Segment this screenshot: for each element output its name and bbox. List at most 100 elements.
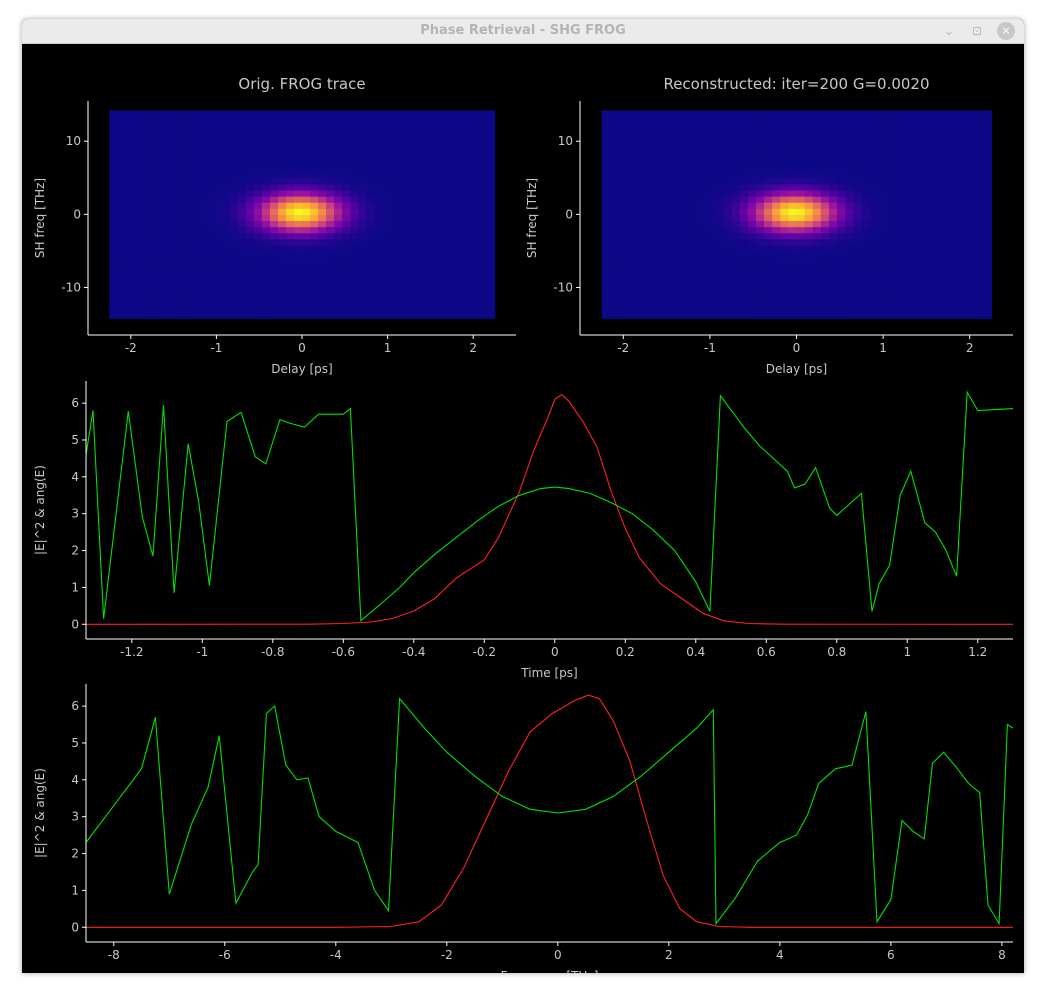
heatmap-cell bbox=[157, 250, 167, 258]
heatmap-cell bbox=[157, 281, 167, 289]
heatmap-cell bbox=[133, 293, 143, 301]
heatmap-cell bbox=[293, 122, 303, 130]
heatmap-cell bbox=[342, 189, 351, 197]
heatmap-cell bbox=[205, 159, 215, 167]
heatmap-cell bbox=[277, 134, 287, 142]
heatmap-cell bbox=[486, 177, 496, 185]
heatmap-cell bbox=[950, 159, 960, 167]
heatmap-cell bbox=[617, 183, 627, 191]
heatmap-cell bbox=[820, 196, 830, 203]
heatmap-cell bbox=[796, 183, 806, 191]
heatmap-cell bbox=[772, 141, 781, 148]
heatmap-cell bbox=[828, 110, 838, 118]
heatmap-cell bbox=[853, 177, 863, 185]
y-tick-label: 6 bbox=[71, 396, 79, 410]
heatmap-cell bbox=[755, 269, 765, 277]
heatmap-cell bbox=[983, 257, 992, 264]
maximize-icon[interactable]: ⊡ bbox=[971, 24, 983, 38]
heatmap-cell bbox=[658, 293, 668, 301]
heatmap-cell bbox=[454, 153, 464, 160]
heatmap-cell bbox=[707, 159, 716, 167]
heatmap-cell bbox=[334, 244, 343, 252]
heatmap-cell bbox=[642, 128, 651, 136]
heatmap-cell bbox=[983, 122, 992, 130]
heatmap-cell bbox=[934, 128, 944, 136]
heatmap-cell bbox=[414, 196, 423, 203]
heatmap-cell bbox=[812, 189, 822, 197]
heatmap-cell bbox=[682, 177, 692, 185]
heatmap-cell bbox=[658, 202, 668, 209]
heatmap-cell bbox=[902, 153, 911, 160]
heatmap-cell bbox=[601, 141, 611, 148]
heatmap-cell bbox=[658, 263, 668, 270]
heatmap-cell bbox=[358, 183, 367, 191]
heatmap-cell bbox=[430, 177, 440, 185]
heatmap-cell bbox=[820, 220, 830, 228]
heatmap-cell bbox=[438, 128, 448, 136]
heatmap-cell bbox=[796, 202, 806, 209]
heatmap-cell bbox=[117, 202, 127, 209]
heatmap-cell bbox=[975, 153, 984, 160]
heatmap-cell bbox=[438, 202, 448, 209]
heatmap-cell bbox=[382, 281, 391, 289]
heatmap-cell bbox=[462, 226, 472, 234]
heatmap-cell bbox=[173, 128, 183, 136]
heatmap-cell bbox=[141, 202, 151, 209]
heatmap-cell bbox=[414, 141, 423, 148]
heatmap-cell bbox=[820, 299, 830, 307]
heatmap-cell bbox=[310, 287, 319, 295]
heatmap-cell bbox=[739, 183, 749, 191]
heatmap-cell bbox=[422, 293, 431, 301]
heatmap-cell bbox=[601, 232, 611, 240]
heatmap-cell bbox=[690, 312, 700, 319]
heatmap-cell bbox=[342, 122, 351, 130]
heatmap-cell bbox=[707, 238, 716, 246]
heatmap-cell bbox=[342, 269, 351, 277]
heatmap-cell bbox=[109, 134, 119, 142]
heatmap-cell bbox=[877, 153, 887, 160]
heatmap-cell bbox=[350, 165, 359, 173]
heatmap-cell bbox=[157, 159, 167, 167]
heatmap-cell bbox=[358, 159, 367, 167]
heatmap-cell bbox=[133, 208, 143, 215]
heatmap-cell bbox=[893, 134, 903, 142]
heatmap-cell bbox=[414, 116, 423, 124]
heatmap-cell bbox=[181, 214, 191, 222]
minimize-icon[interactable]: ⌄ bbox=[943, 24, 955, 38]
heatmap-cell bbox=[902, 165, 911, 173]
title-bar[interactable]: Phase Retrieval - SHG FROG ⌄ ⊡ × bbox=[22, 19, 1024, 44]
heatmap-cell bbox=[812, 238, 822, 246]
heatmap-cell bbox=[755, 177, 765, 185]
heatmap-cell bbox=[486, 232, 496, 240]
heatmap-cell bbox=[462, 183, 472, 191]
heatmap-cell bbox=[398, 116, 407, 124]
heatmap-cell bbox=[213, 122, 223, 130]
heatmap-cell bbox=[470, 305, 480, 313]
heatmap-cell bbox=[390, 293, 399, 301]
heatmap-cell bbox=[715, 208, 725, 215]
heatmap-cell bbox=[893, 189, 903, 197]
heatmap-cell bbox=[950, 134, 960, 142]
heatmap-cell bbox=[820, 232, 830, 240]
heatmap-cell bbox=[828, 287, 838, 295]
heatmap-cell bbox=[609, 165, 619, 173]
heatmap-cell bbox=[658, 159, 668, 167]
heatmap-cell bbox=[650, 226, 660, 234]
heatmap-cell bbox=[966, 196, 976, 203]
heatmap-cell bbox=[446, 287, 456, 295]
heatmap-cell bbox=[253, 171, 263, 179]
heatmap-cell bbox=[747, 214, 757, 222]
heatmap-cell bbox=[942, 220, 952, 228]
heatmap-cell bbox=[414, 177, 423, 185]
heatmap-cell bbox=[747, 226, 757, 234]
heatmap-cell bbox=[253, 275, 263, 283]
heatmap-cell bbox=[837, 122, 846, 130]
heatmap-cell bbox=[715, 171, 725, 179]
heatmap-cell bbox=[398, 189, 407, 197]
heatmap-cell bbox=[269, 257, 279, 264]
heatmap-cell bbox=[861, 214, 871, 222]
heatmap-cell bbox=[609, 134, 619, 142]
close-icon[interactable]: × bbox=[997, 22, 1015, 40]
heatmap-cell bbox=[723, 116, 733, 124]
heatmap-cell bbox=[374, 134, 383, 142]
